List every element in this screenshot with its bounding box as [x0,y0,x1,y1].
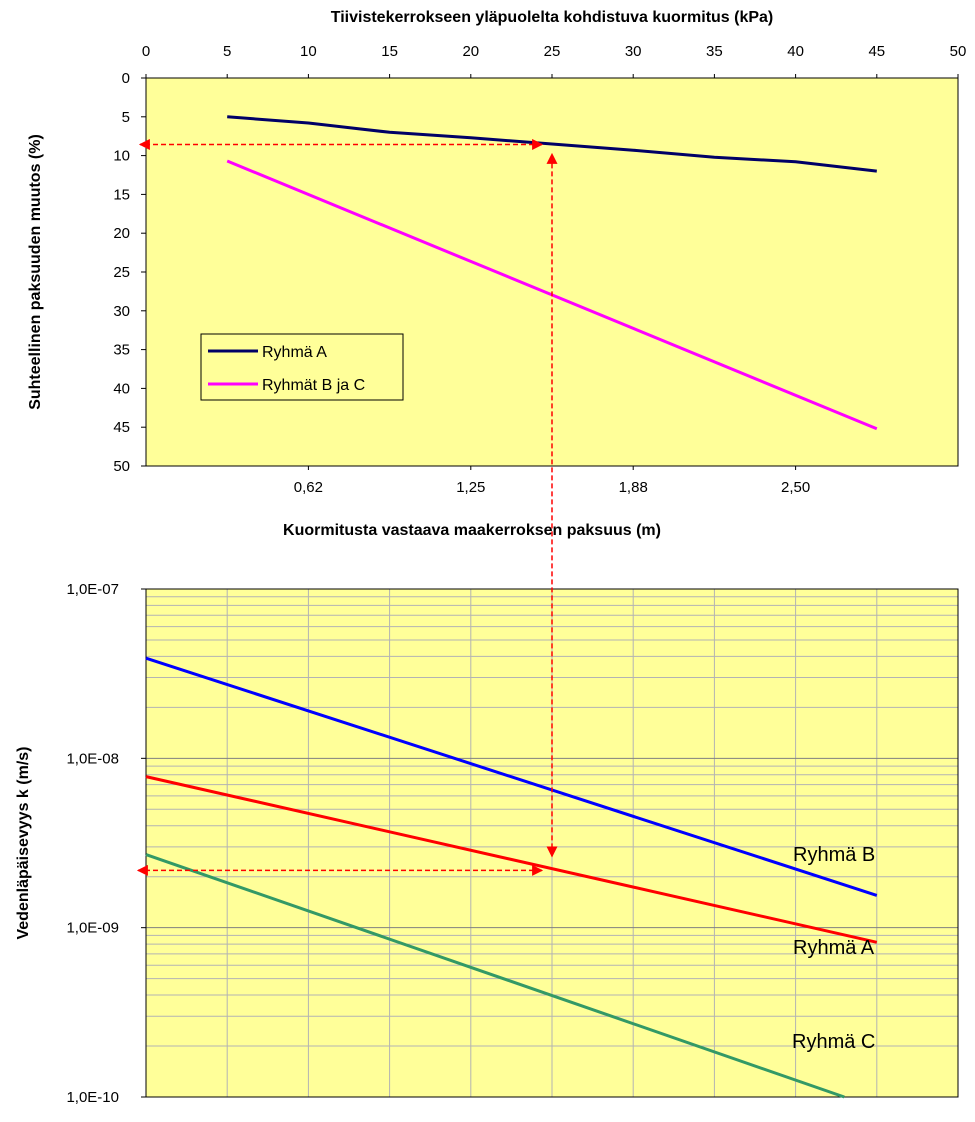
series-line-ryhma-a [227,115,877,173]
top-y-tick-label: 0 [122,70,130,87]
top-y-tick-label: 5 [122,109,130,126]
top-x-bottom-tick-label: 0,62 [294,479,323,496]
series-line-ryhma-b [145,656,878,897]
reading-guides [136,138,558,876]
bottom-y-tick-label: 1,0E-08 [66,750,119,767]
series-line-ryhma-a [145,775,878,944]
top-y-tick-label: 35 [113,342,130,359]
top-y-tick-label: 45 [113,419,130,436]
top-y-axis-label: Suhteellinen paksuuden muutos (%) [27,134,44,410]
bottom-y-tick-label: 1,0E-10 [66,1089,119,1106]
series-label-ryhma-c: Ryhmä C [792,1031,875,1053]
top-legend: Ryhmä A Ryhmät B ja C [200,333,404,401]
top-y-tick-label: 20 [113,225,130,242]
top-x-tick-label: 30 [625,43,642,60]
top-x-tick-label: 50 [950,43,967,60]
bottom-y-tick-label: 1,0E-09 [66,920,119,937]
top-y-tick-label: 10 [113,148,130,165]
top-x-tick-label: 40 [787,43,804,60]
bottom-y-tick-label: 1,0E-07 [66,581,119,598]
top-chart: 0 5 10 15 20 25 30 35 40 45 50 0 5 10 15 20 25 30 35 40 45 50… [27,9,966,539]
series-label-ryhma-a: Ryhmä A [793,937,875,959]
legend-label-ryhma-a: Ryhmä A [262,344,327,361]
top-y-tick-label: 50 [113,458,130,475]
top-x-tick-label: 0 [142,43,150,60]
top-y-tick-label: 25 [113,264,130,281]
top-y-tick-label: 15 [113,186,130,203]
top-x-tick-label: 35 [706,43,723,60]
bottom-axes-ticks: 1,0E-07 1,0E-08 1,0E-09 1,0E-10 [66,581,146,1106]
top-x-tick-label: 10 [300,43,317,60]
top-x-tick-label: 20 [462,43,479,60]
top-x-bottom-tick-label: 1,88 [619,479,648,496]
top-x-tick-label: 5 [223,43,231,60]
series-line-ryhma-c [145,853,845,1099]
top-y-tick-label: 30 [113,303,130,320]
legend-label-ryhmat-b-ja-c: Ryhmät B ja C [262,377,365,394]
bottom-y-axis-label: Vedenläpäisevyys k (m/s) [15,747,32,940]
series-label-ryhma-b: Ryhmä B [793,844,875,866]
top-x-tick-label: 45 [868,43,885,60]
bottom-chart: 1,0E-07 1,0E-08 1,0E-09 1,0E-10 Vedenläpäis… [15,581,959,1106]
top-x-bottom-tick-label: 1,25 [456,479,485,496]
legend-box [200,333,404,401]
top-x-tick-label: 25 [544,43,561,60]
bottom-series [145,656,878,1099]
top-x-tick-label: 15 [381,43,398,60]
top-y-tick-label: 40 [113,380,130,397]
top-x-bottom-tick-label: 2,50 [781,479,810,496]
top-axes-ticks: 0 5 10 15 20 25 30 35 40 45 50 0 5 10 15 20 25 30 35 40 45 50… [113,43,966,496]
top-x-bottom-label: Kuormitusta vastaava maakerroksen paksuu… [283,522,661,539]
top-chart-title: Tiivistekerrokseen yläpuolelta kohdistuv… [331,9,774,26]
